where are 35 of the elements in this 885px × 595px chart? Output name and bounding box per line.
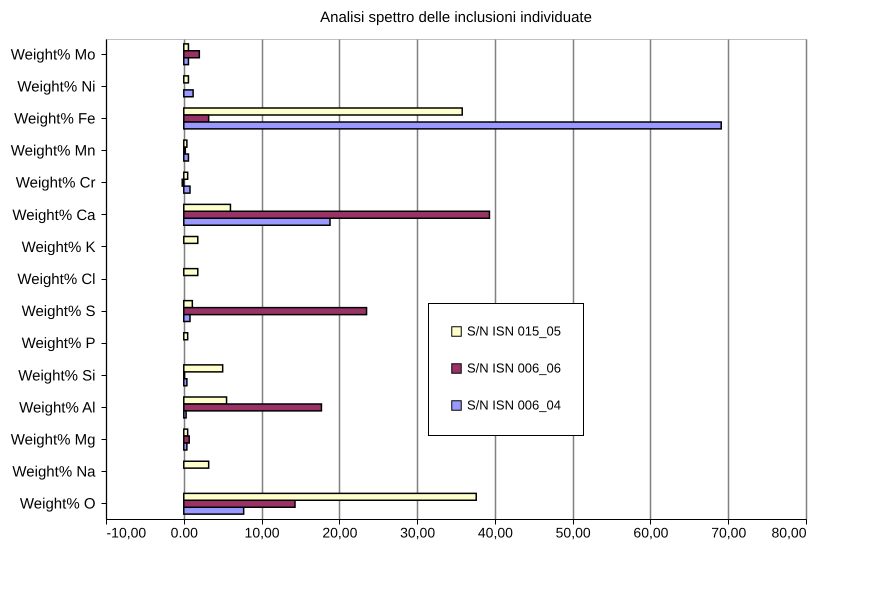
- y-tick-label: Weight% Na: [12, 464, 96, 481]
- y-tick-label: Weight% Si: [18, 367, 96, 384]
- y-tick-label: Weight% Al: [19, 399, 96, 416]
- x-tick-label: 70,00: [711, 524, 746, 540]
- bar: [183, 75, 190, 84]
- y-tick-label: Weight% O: [20, 496, 96, 513]
- x-tick-label: 30,00: [400, 524, 436, 540]
- y-tick-label: Weight% Cr: [16, 174, 96, 192]
- x-tick-label: 60,00: [633, 524, 669, 540]
- bar: [183, 89, 194, 98]
- y-tick-label: Weight% Fe: [14, 110, 96, 128]
- x-tick-label: 40,00: [478, 524, 514, 540]
- legend-label: S/N ISN 006_06: [467, 360, 561, 376]
- bar: [183, 268, 199, 276]
- y-tick-label: Weight% Ni: [17, 78, 96, 96]
- x-tick-label: 0.00: [170, 524, 198, 540]
- legend-label: S/N ISN 015_05: [467, 324, 561, 338]
- bar: [183, 332, 188, 340]
- y-tick-label: Weight% Mo: [10, 46, 96, 64]
- x-tick-label: 50,00: [556, 524, 591, 540]
- y-tick-label: Weight% Mn: [10, 142, 96, 160]
- x-tick-label: 20,00: [322, 524, 358, 540]
- bar: [183, 460, 210, 469]
- chart-title: Analisi spettro delle inclusioni individuate: [320, 9, 592, 26]
- x-tick-label: 10,00: [244, 524, 280, 540]
- y-tick-label: Weight% Mg: [10, 432, 96, 449]
- x-tick-label: -10,00: [106, 524, 146, 540]
- y-tick-label: Weight% S: [22, 303, 96, 320]
- y-tick-label: Weight% K: [22, 238, 96, 256]
- y-tick-label: Weight% Cl: [17, 271, 96, 288]
- bar: [183, 236, 199, 244]
- legend-label: S/N ISN 006_04: [467, 398, 561, 412]
- x-tick-label: 80,00: [771, 524, 807, 540]
- y-tick-label: Weight% Ca: [12, 206, 96, 224]
- y-tick-label: Weight% P: [22, 335, 96, 352]
